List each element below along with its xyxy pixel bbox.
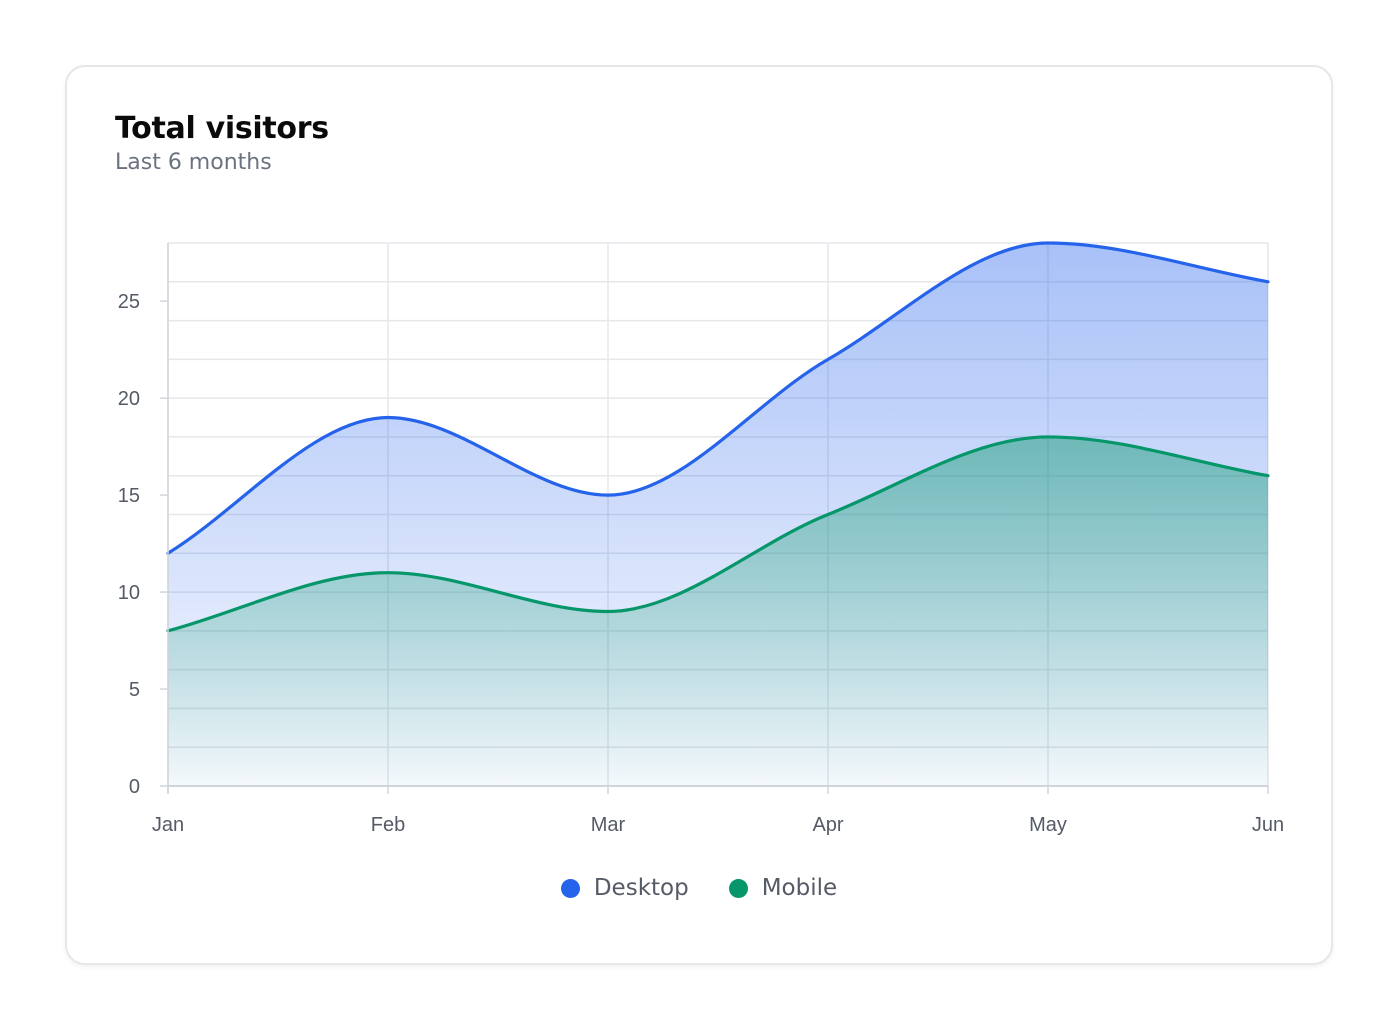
y-tick-label: 0	[129, 776, 140, 798]
legend-dot-mobile	[728, 878, 748, 898]
chart-subtitle: Last 6 months	[115, 150, 272, 175]
chart-title: Total visitors	[115, 111, 329, 146]
chart-card: Total visitors Last 6 months 0 5 10 15 20 25 J…	[65, 65, 1333, 965]
x-tick-label: May	[1029, 814, 1067, 836]
legend-label-mobile: Mobile	[761, 875, 838, 901]
x-tick-label: Apr	[812, 814, 843, 836]
x-tick-label: Jun	[1252, 814, 1284, 836]
x-tick-label: Jan	[152, 814, 184, 836]
series-areas	[168, 243, 1268, 786]
axes: 0 5 10 15 20 25 Jan Feb Mar Apr May Jun	[118, 243, 1284, 836]
y-tick-label: 10	[118, 582, 140, 604]
y-tick-label: 15	[118, 485, 140, 507]
y-tick-label: 20	[118, 388, 140, 410]
area-mobile	[168, 436, 1268, 786]
line-desktop[interactable]	[166, 241, 1270, 555]
x-tick-label: Feb	[371, 814, 405, 836]
line-mobile[interactable]	[166, 435, 1270, 633]
legend-item-mobile[interactable]: Mobile	[728, 875, 838, 901]
legend-dot-desktop	[560, 878, 580, 898]
legend-item-desktop[interactable]: Desktop	[560, 875, 689, 901]
series-lines	[166, 241, 1270, 633]
y-tick-label: 25	[118, 291, 140, 313]
legend: Desktop Mobile	[67, 875, 1331, 901]
y-tick-label: 5	[129, 679, 140, 701]
x-tick-label: Mar	[591, 814, 626, 836]
legend-label-desktop: Desktop	[593, 875, 689, 901]
area-chart: 0 5 10 15 20 25 Jan Feb Mar Apr May Jun	[118, 241, 1284, 836]
